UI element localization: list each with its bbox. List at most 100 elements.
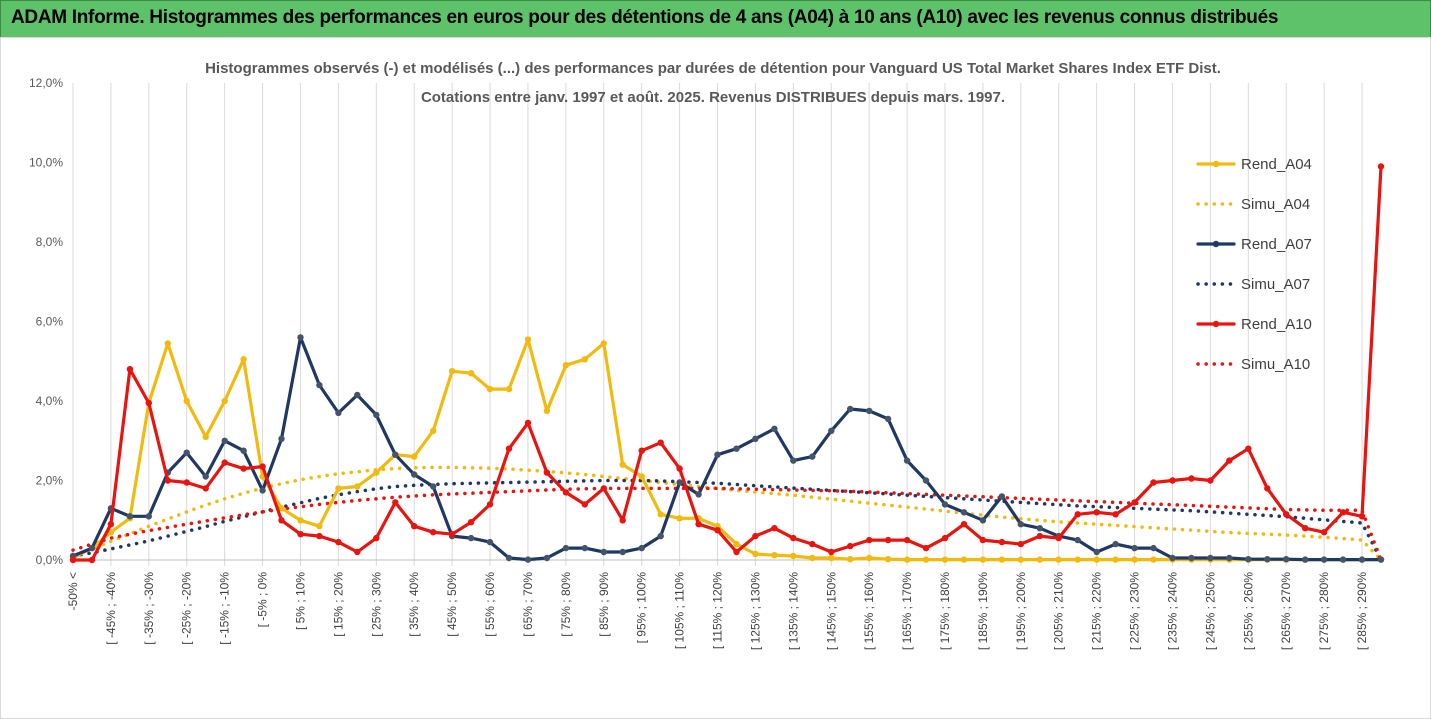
data-point bbox=[240, 465, 247, 472]
data-point bbox=[828, 427, 835, 434]
data-point bbox=[354, 391, 361, 399]
data-point bbox=[941, 501, 949, 508]
legend-label: Simu_A04 bbox=[1241, 196, 1310, 213]
data-point bbox=[979, 536, 987, 544]
data-point bbox=[1320, 529, 1328, 536]
data-point bbox=[1036, 532, 1044, 540]
data-point bbox=[638, 447, 645, 454]
data-point bbox=[562, 489, 570, 496]
data-point bbox=[960, 556, 968, 563]
data-point bbox=[884, 556, 892, 563]
y-tick-label: 6,0% bbox=[36, 315, 64, 329]
data-point bbox=[600, 340, 607, 347]
data-point bbox=[676, 515, 683, 522]
data-point bbox=[998, 538, 1006, 546]
legend-item-Rend_A10[interactable]: Rend_A10 bbox=[1196, 316, 1312, 333]
y-tick-label: 8,0% bbox=[36, 235, 64, 249]
data-point bbox=[1036, 525, 1044, 532]
legend-label: Simu_A10 bbox=[1241, 356, 1310, 373]
data-point bbox=[657, 532, 664, 540]
legend-item-Simu_A10[interactable]: Simu_A10 bbox=[1196, 356, 1310, 373]
x-tick-label: [ -5% ; 0% bbox=[256, 572, 270, 628]
data-point bbox=[809, 540, 816, 548]
data-point bbox=[335, 485, 342, 492]
x-tick-label: [ 55% ; 60% bbox=[483, 572, 497, 637]
legend[interactable]: Rend_A04 Simu_A04 Rend_A07 Simu_A07 Rend_A10… bbox=[1196, 156, 1312, 373]
data-point bbox=[1358, 556, 1366, 563]
data-point bbox=[1112, 556, 1119, 563]
data-point bbox=[1093, 556, 1100, 563]
data-point bbox=[619, 548, 626, 556]
data-point bbox=[1074, 536, 1081, 544]
y-tick-label: 10,0% bbox=[29, 156, 63, 170]
data-point bbox=[1131, 499, 1138, 506]
x-tick-label: -50% < bbox=[66, 572, 80, 610]
data-point bbox=[297, 517, 304, 524]
data-point bbox=[316, 381, 323, 389]
chart-svg: 0,0% 2,0% 4,0% 6,0% 8,0% 10,0% 12,0% -50% < [ -… bbox=[29, 60, 1385, 650]
data-point bbox=[979, 556, 987, 563]
data-point bbox=[941, 534, 949, 542]
series-Simu_A07 bbox=[71, 478, 1383, 562]
data-point bbox=[1017, 540, 1024, 548]
data-point bbox=[638, 473, 645, 480]
legend-item-Simu_A04[interactable]: Simu_A04 bbox=[1196, 196, 1310, 213]
x-tick-label: [ 25% ; 30% bbox=[369, 572, 383, 637]
x-tick-label: [ 35% ; 40% bbox=[407, 572, 421, 637]
data-point bbox=[1169, 477, 1176, 484]
data-point bbox=[676, 479, 683, 486]
data-point bbox=[847, 556, 854, 563]
data-point bbox=[411, 471, 418, 478]
data-point bbox=[430, 483, 437, 490]
data-point bbox=[543, 469, 551, 476]
data-point bbox=[278, 505, 285, 512]
x-tick-label: [ 255% ; 260% bbox=[1241, 572, 1255, 650]
x-tick-label: [ 205% ; 210% bbox=[1052, 572, 1066, 650]
data-point bbox=[524, 336, 532, 343]
x-tick-label: [ -25% ; -20% bbox=[180, 572, 194, 645]
data-point bbox=[505, 554, 513, 562]
data-point bbox=[430, 427, 437, 434]
x-tick-label: [ -15% ; -10% bbox=[218, 572, 232, 645]
data-point bbox=[126, 513, 134, 520]
gridlines bbox=[72, 83, 1363, 566]
data-point bbox=[221, 397, 228, 405]
data-point bbox=[183, 479, 190, 486]
data-point bbox=[998, 556, 1006, 563]
x-tick-label: [ 15% ; 20% bbox=[331, 572, 345, 637]
data-point bbox=[164, 477, 171, 484]
data-point bbox=[1339, 509, 1347, 516]
data-point bbox=[1339, 556, 1347, 563]
data-point bbox=[581, 544, 588, 552]
legend-item-Rend_A04[interactable]: Rend_A04 bbox=[1196, 156, 1312, 173]
data-point bbox=[1093, 509, 1100, 516]
data-point bbox=[771, 552, 778, 559]
x-tick-label: [ 145% ; 150% bbox=[824, 572, 838, 650]
data-point bbox=[448, 531, 456, 538]
series-Simu_A10 bbox=[71, 486, 1383, 562]
data-point bbox=[221, 437, 228, 444]
data-point bbox=[581, 501, 588, 508]
data-point bbox=[69, 556, 77, 564]
data-point bbox=[88, 556, 96, 564]
x-tick-label: [ 175% ; 180% bbox=[938, 572, 952, 650]
data-point bbox=[600, 548, 607, 556]
data-point bbox=[828, 548, 835, 556]
data-point bbox=[657, 511, 664, 518]
x-tick-label: [ 105% ; 110% bbox=[673, 572, 687, 649]
data-point bbox=[866, 554, 873, 562]
legend-marker bbox=[1212, 240, 1220, 248]
data-point bbox=[1245, 556, 1252, 563]
data-point bbox=[1055, 556, 1062, 563]
data-point bbox=[1188, 554, 1195, 562]
data-point bbox=[1283, 511, 1290, 518]
legend-item-Simu_A07[interactable]: Simu_A07 bbox=[1196, 276, 1310, 293]
data-point bbox=[562, 544, 570, 552]
x-tick-label: [ 135% ; 140% bbox=[786, 572, 800, 650]
data-point bbox=[335, 409, 342, 417]
data-point bbox=[733, 540, 740, 548]
data-point bbox=[809, 453, 816, 460]
banner-title: ADAM Informe. Histogrammes des performan… bbox=[11, 7, 1279, 28]
data-point bbox=[183, 397, 190, 405]
legend-item-Rend_A07[interactable]: Rend_A07 bbox=[1196, 236, 1312, 253]
